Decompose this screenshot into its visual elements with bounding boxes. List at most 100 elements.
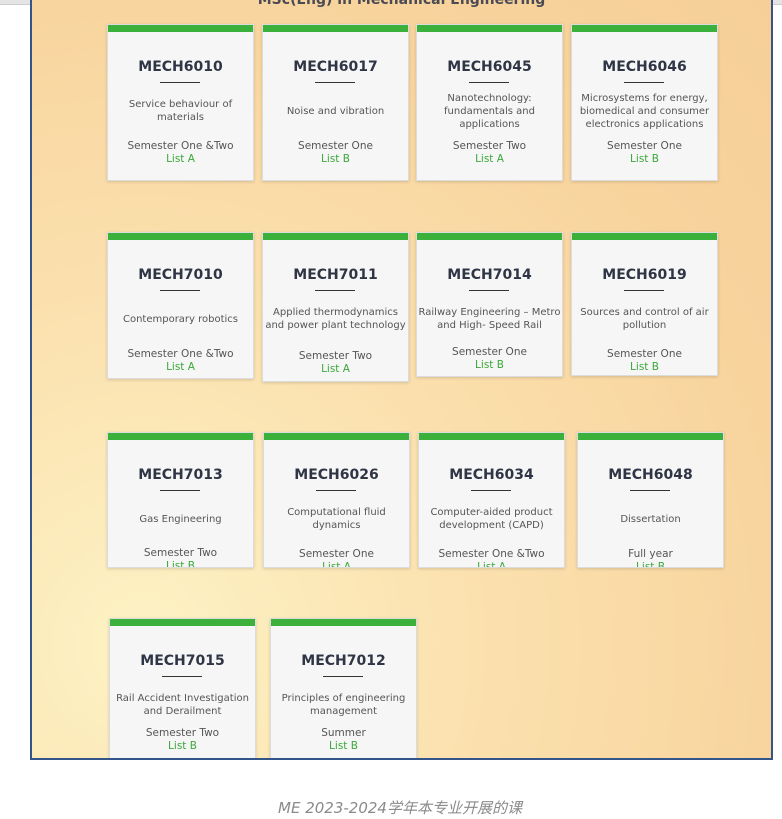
- course-code: MECH6046: [602, 59, 687, 75]
- semester: Semester Two: [143, 547, 218, 559]
- card-accent: [263, 233, 408, 240]
- course-code: MECH6019: [602, 267, 687, 283]
- card-accent: [578, 433, 723, 440]
- semester: Semester Two: [452, 140, 527, 152]
- course-code: MECH7011: [293, 267, 378, 283]
- card-accent: [108, 25, 253, 32]
- card-accent: [572, 233, 717, 240]
- course-code: MECH7012: [301, 653, 386, 669]
- semester: Semester Two: [298, 350, 373, 362]
- divider: [160, 290, 200, 291]
- course-list: List B: [636, 561, 665, 568]
- card-accent: [572, 25, 717, 32]
- semester: Semester One: [299, 548, 374, 560]
- card-accent: [417, 25, 562, 32]
- semester: Semester One: [607, 348, 682, 360]
- card-accent: [110, 619, 255, 626]
- divider: [471, 490, 511, 491]
- course-code: MECH7014: [447, 267, 532, 283]
- course-list: List A: [322, 561, 351, 568]
- course-code: MECH6048: [608, 467, 693, 483]
- course-code: MECH6010: [138, 59, 223, 75]
- course-list: List A: [321, 363, 350, 375]
- course-card: MECH6048 Dissertation Full year List B: [577, 432, 724, 568]
- course-card: MECH7010 Contemporary robotics Semester On…: [107, 232, 254, 379]
- poster: MSc(Eng) in Mechanical Engineering MECH6…: [30, 0, 773, 760]
- card-accent: [271, 619, 416, 626]
- course-description: Contemporary robotics: [122, 313, 239, 325]
- course-card: MECH6046 Microsystems for energy, biomedi…: [571, 24, 718, 181]
- course-code: MECH6034: [449, 467, 534, 483]
- course-card: MECH6019 Sources and control of air pollu…: [571, 232, 718, 376]
- divider: [469, 290, 509, 291]
- divider: [630, 490, 670, 491]
- divider: [624, 82, 664, 83]
- divider: [624, 290, 664, 291]
- semester: Semester Two: [145, 727, 220, 739]
- course-list: List A: [166, 361, 195, 373]
- course-code: MECH6045: [447, 59, 532, 75]
- course-description: Railway Engineering – Metro and High- Sp…: [418, 307, 561, 331]
- course-card: MECH6034 Computer-aided product developme…: [418, 432, 565, 568]
- divider: [316, 490, 356, 491]
- semester: Summer: [321, 727, 366, 739]
- course-card: MECH6026 Computational fluid dynamics Seme…: [263, 432, 410, 568]
- course-description: Noise and vibration: [286, 105, 385, 117]
- card-accent: [108, 233, 253, 240]
- semester: Semester One: [452, 346, 527, 358]
- semester: Semester One: [607, 140, 682, 152]
- course-description: Nanotechnology: fundamentals and applica…: [444, 92, 535, 130]
- card-accent: [108, 433, 253, 440]
- course-list: List B: [321, 153, 350, 165]
- card-accent: [263, 25, 408, 32]
- semester: Semester One &Two: [127, 140, 234, 152]
- course-list: List B: [475, 359, 504, 371]
- semester: Full year: [628, 548, 673, 560]
- semester: Semester One: [298, 140, 373, 152]
- course-card: MECH6010 Service behaviour of materials Se…: [107, 24, 254, 181]
- course-list: List B: [630, 153, 659, 165]
- divider: [315, 290, 355, 291]
- course-card: MECH7011 Applied thermodynamics and power…: [262, 232, 409, 382]
- divider: [160, 490, 200, 491]
- course-card: MECH7015 Rail Accident Investigation and …: [109, 618, 256, 758]
- course-list: List B: [166, 560, 195, 568]
- course-card: MECH6017 Noise and vibration Semester One L…: [262, 24, 409, 181]
- divider: [323, 676, 363, 677]
- course-description: Sources and control of air pollution: [580, 307, 709, 331]
- semester: Semester One &Two: [438, 548, 545, 560]
- course-list: List B: [168, 740, 197, 752]
- course-description: Microsystems for energy, biomedical and …: [579, 92, 710, 130]
- course-code: MECH7015: [140, 653, 225, 669]
- course-description: Dissertation: [620, 513, 681, 525]
- course-list: List A: [166, 153, 195, 165]
- course-code: MECH6017: [293, 59, 378, 75]
- course-card: MECH7014 Railway Engineering – Metro and …: [416, 232, 563, 377]
- divider: [160, 82, 200, 83]
- divider: [162, 676, 202, 677]
- course-card: MECH7012 Principles of engineering manage…: [270, 618, 417, 758]
- course-list: List A: [477, 561, 506, 568]
- course-card: MECH7013 Gas Engineering Semester Two List …: [107, 432, 254, 568]
- card-accent: [264, 433, 409, 440]
- semester: Semester One &Two: [127, 348, 234, 360]
- course-list: List B: [630, 361, 659, 373]
- course-description: Rail Accident Investigation and Derailme…: [116, 693, 249, 717]
- course-card: MECH6045 Nanotechnology: fundamentals and…: [416, 24, 563, 181]
- course-code: MECH7013: [138, 467, 223, 483]
- divider: [469, 82, 509, 83]
- course-description: Principles of engineering management: [281, 693, 406, 717]
- course-code: MECH7010: [138, 267, 223, 283]
- course-description: Computer-aided product development (CAPD…: [430, 507, 553, 531]
- course-list: List A: [475, 153, 504, 165]
- divider: [315, 82, 355, 83]
- course-description: Computational fluid dynamics: [287, 507, 386, 531]
- poster-title: MSc(Eng) in Mechanical Engineering: [257, 0, 546, 8]
- caption: ME 2023-2024学年本专业开展的课: [278, 799, 522, 817]
- course-description: Gas Engineering: [139, 513, 222, 525]
- card-accent: [417, 233, 562, 240]
- course-list: List B: [329, 740, 358, 752]
- course-description: Applied thermodynamics and power plant t…: [265, 307, 406, 331]
- card-accent: [419, 433, 564, 440]
